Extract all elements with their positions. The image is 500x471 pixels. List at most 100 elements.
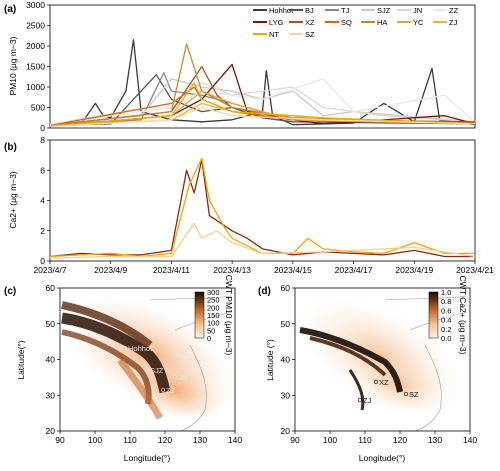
x-tick-label-5: 2023/4/17 — [335, 265, 373, 275]
calcium-map-x-axis-label: Longitude(°) — [359, 453, 406, 463]
legend-label-nt: NT — [269, 30, 279, 39]
calcium-map-x-ticks: 90 100 110 120 130 140 — [290, 431, 477, 445]
map-x-tick-label-0: 90 — [290, 435, 300, 445]
y-tick-label-4: 8 — [40, 135, 45, 145]
colorbar-tick-label-4: 100 — [207, 319, 220, 328]
calcium-timeseries-panel: 0 2 4 6 8 2023/4/7 2023/4/9 2023/4/11 2023/4/13… — [8, 135, 494, 275]
calcium-colorbar — [428, 291, 439, 339]
site-label-zj: ZJ — [363, 396, 372, 405]
panel-b-letter: (b) — [4, 142, 17, 153]
site-label-jn: JN — [178, 373, 187, 382]
colorbar-tick-label-1: 250 — [207, 296, 220, 305]
site-marker-zj — [357, 397, 363, 403]
legend-label-sjz: SJZ — [377, 6, 391, 15]
x-tick-label-2: 2023/4/11 — [153, 265, 190, 275]
map-y-tick-label-3: 50 — [46, 319, 56, 329]
calcium-y-ticks: 0 2 4 6 8 — [40, 135, 50, 266]
colorbar-tick-label-3: 150 — [207, 311, 220, 320]
legend-label-zz: ZZ — [449, 6, 459, 15]
map-x-tick-label-0: 90 — [55, 435, 65, 445]
calcium-colorbar-label: CWT Ca2+ (μg m−3) — [458, 276, 468, 355]
series-line-1 — [49, 157, 475, 258]
calcium-cwt-map-panel: 90 100 110 120 130 140 20 30 40 50 60 Longitude(°… — [265, 276, 477, 463]
map-y-tick-label-0: 20 — [281, 426, 291, 436]
site-marker-tj — [182, 358, 188, 364]
site-label-sz: SZ — [409, 390, 419, 399]
legend-label-bj: BJ — [305, 6, 314, 15]
colorbar-tick-label-5: 0.0 — [441, 334, 451, 343]
colorbar-tick-label-2: 200 — [207, 303, 220, 312]
colorbar-tick-label-6: 0 — [207, 334, 211, 343]
colorbar-tick-label-5: 50 — [207, 326, 215, 335]
y-tick-label-4: 2000 — [26, 41, 45, 51]
pm10-map-x-axis-label: Longitude(°) — [124, 453, 171, 463]
y-tick-label-3: 1500 — [26, 62, 45, 72]
y-tick-label-2: 4 — [40, 196, 45, 206]
pm10-timeseries-panel: 0 500 1000 1500 2000 2500 3000 Hohhot BJ TJ SJZ JN… — [8, 0, 476, 133]
legend-label-lyg: LYG — [269, 18, 284, 27]
calcium-series-lines — [49, 157, 476, 259]
pm10-map-y-axis-label: Latitude(°) — [16, 340, 26, 379]
map-y-tick-label-3: 50 — [281, 319, 291, 329]
y-tick-label-6: 3000 — [26, 0, 45, 10]
site-marker-sz — [403, 391, 409, 397]
calcium-site-labels: XZ ZJ SZ — [357, 378, 419, 405]
site-marker-bj — [172, 352, 178, 358]
site-label-sjz: SJZ — [150, 366, 164, 375]
x-tick-label-3: 2023/4/13 — [213, 265, 251, 275]
y-tick-label-0: 0 — [40, 123, 45, 133]
map-x-tick-label-3: 120 — [158, 435, 172, 445]
calcium-colorbar-ticks: 1.00.80.60.40.20.0 — [441, 288, 451, 343]
site-label-tj: TJ — [188, 357, 197, 366]
map-y-tick-label-2: 40 — [46, 355, 56, 365]
site-marker-zz — [160, 387, 166, 393]
series-line-2 — [49, 222, 476, 259]
y-tick-label-0: 0 — [40, 256, 45, 266]
date-x-ticks: 2023/4/7 2023/4/9 2023/4/11 2023/4/13 2023/4… — [33, 261, 494, 275]
site-label-bj: BJ — [178, 351, 187, 360]
x-tick-label-6: 2023/4/19 — [395, 265, 433, 275]
colorbar-tick-label-0: 300 — [207, 288, 220, 297]
y-tick-label-1: 500 — [31, 103, 45, 113]
series-line-lyg — [49, 63, 476, 127]
legend-label-tj: TJ — [341, 6, 350, 15]
pm10-y-axis-label: PM10 (μg m−3) — [8, 36, 18, 95]
series-line-bj — [49, 74, 476, 127]
colorbar-tick-label-2: 0.6 — [441, 306, 451, 315]
map-y-tick-label-1: 30 — [46, 390, 56, 400]
map-x-tick-label-3: 120 — [393, 435, 407, 445]
calcium-map-y-axis-label: Latitude (°) — [265, 339, 275, 381]
y-tick-label-2: 1000 — [26, 82, 45, 92]
legend-label-hohhot: Hohhot — [269, 6, 294, 15]
legend-label-sz: SZ — [305, 30, 315, 39]
site-label-zz: ZZ — [166, 386, 176, 395]
series-line-0 — [49, 159, 475, 258]
site-marker-hohhot — [122, 345, 128, 351]
pm10-colorbar — [194, 291, 205, 339]
colorbar-tick-label-3: 0.4 — [441, 316, 451, 325]
calcium-map-y-ticks: 20 30 40 50 60 — [281, 283, 295, 436]
legend-label-xz: XZ — [305, 18, 315, 27]
legend-label-sq: SQ — [341, 18, 352, 27]
site-label-xz: XZ — [379, 378, 389, 387]
site-marker-xz — [373, 379, 379, 385]
site-marker-jn — [172, 374, 178, 380]
map-x-tick-label-1: 100 — [88, 435, 102, 445]
map-x-tick-label-2: 110 — [358, 435, 372, 445]
pm10-series-lines — [49, 39, 476, 128]
colorbar-tick-label-4: 0.2 — [441, 325, 451, 334]
panel-d-letter: (d) — [258, 286, 271, 297]
map-y-tick-label-4: 60 — [281, 283, 291, 293]
legend-label-jn: JN — [413, 6, 422, 15]
calcium-axes-frame — [49, 139, 476, 262]
map-y-tick-label-2: 40 — [281, 355, 291, 365]
series-line-nt — [49, 82, 476, 128]
map-x-tick-label-1: 100 — [323, 435, 337, 445]
legend-label-yc: YC — [413, 18, 424, 27]
pm10-cwt-field — [61, 293, 235, 431]
y-tick-label-1: 2 — [40, 226, 45, 236]
pm10-colorbar-label: CWT PM10 (μg m−3) — [224, 275, 234, 356]
